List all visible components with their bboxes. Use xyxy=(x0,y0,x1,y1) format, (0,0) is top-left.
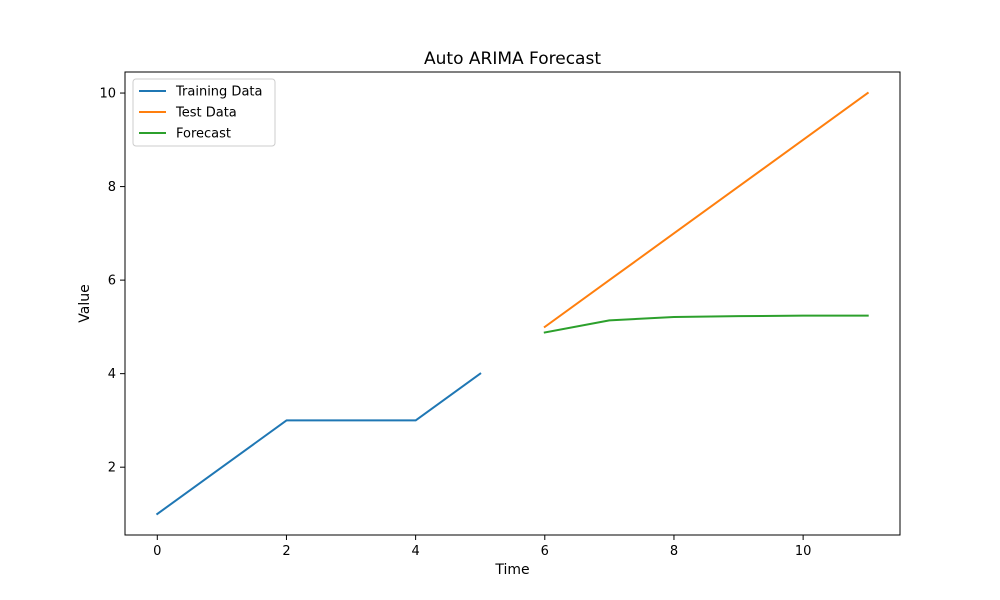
series-line-2 xyxy=(543,91,870,329)
y-tick-label: 10 xyxy=(99,87,116,102)
x-tick-label: 0 xyxy=(153,544,161,559)
y-axis-ticks: 2 4 6 8 10 xyxy=(99,87,125,476)
x-axis-title: Time xyxy=(494,562,529,578)
x-tick-label: 2 xyxy=(282,544,290,559)
legend-label-2: Test Data xyxy=(175,106,237,121)
x-tick-label: 6 xyxy=(541,544,549,559)
legend-label-3: Forecast xyxy=(176,127,231,142)
x-tick-label: 8 xyxy=(670,544,678,559)
y-tick-label: 2 xyxy=(108,461,116,476)
y-axis-title: Value xyxy=(77,284,93,322)
y-tick-label: 8 xyxy=(108,180,116,195)
series-line-1 xyxy=(155,372,482,516)
y-tick-label: 6 xyxy=(108,274,116,289)
legend-entries: Training Data Test Data Forecast xyxy=(139,85,262,142)
legend-box xyxy=(132,78,276,147)
plot-area-frame xyxy=(124,71,901,536)
y-tick-label: 4 xyxy=(108,367,116,382)
x-axis-ticks: 0 2 4 6 8 10 xyxy=(153,535,811,559)
legend-label-1: Training Data xyxy=(175,85,262,100)
series-line-3 xyxy=(543,314,869,334)
x-tick-label: 10 xyxy=(795,544,812,559)
series-layer xyxy=(155,91,870,516)
x-tick-label: 4 xyxy=(411,544,419,559)
chart-title: Auto ARIMA Forecast xyxy=(424,49,601,69)
legend: Training Data Test Data Forecast xyxy=(132,78,276,147)
